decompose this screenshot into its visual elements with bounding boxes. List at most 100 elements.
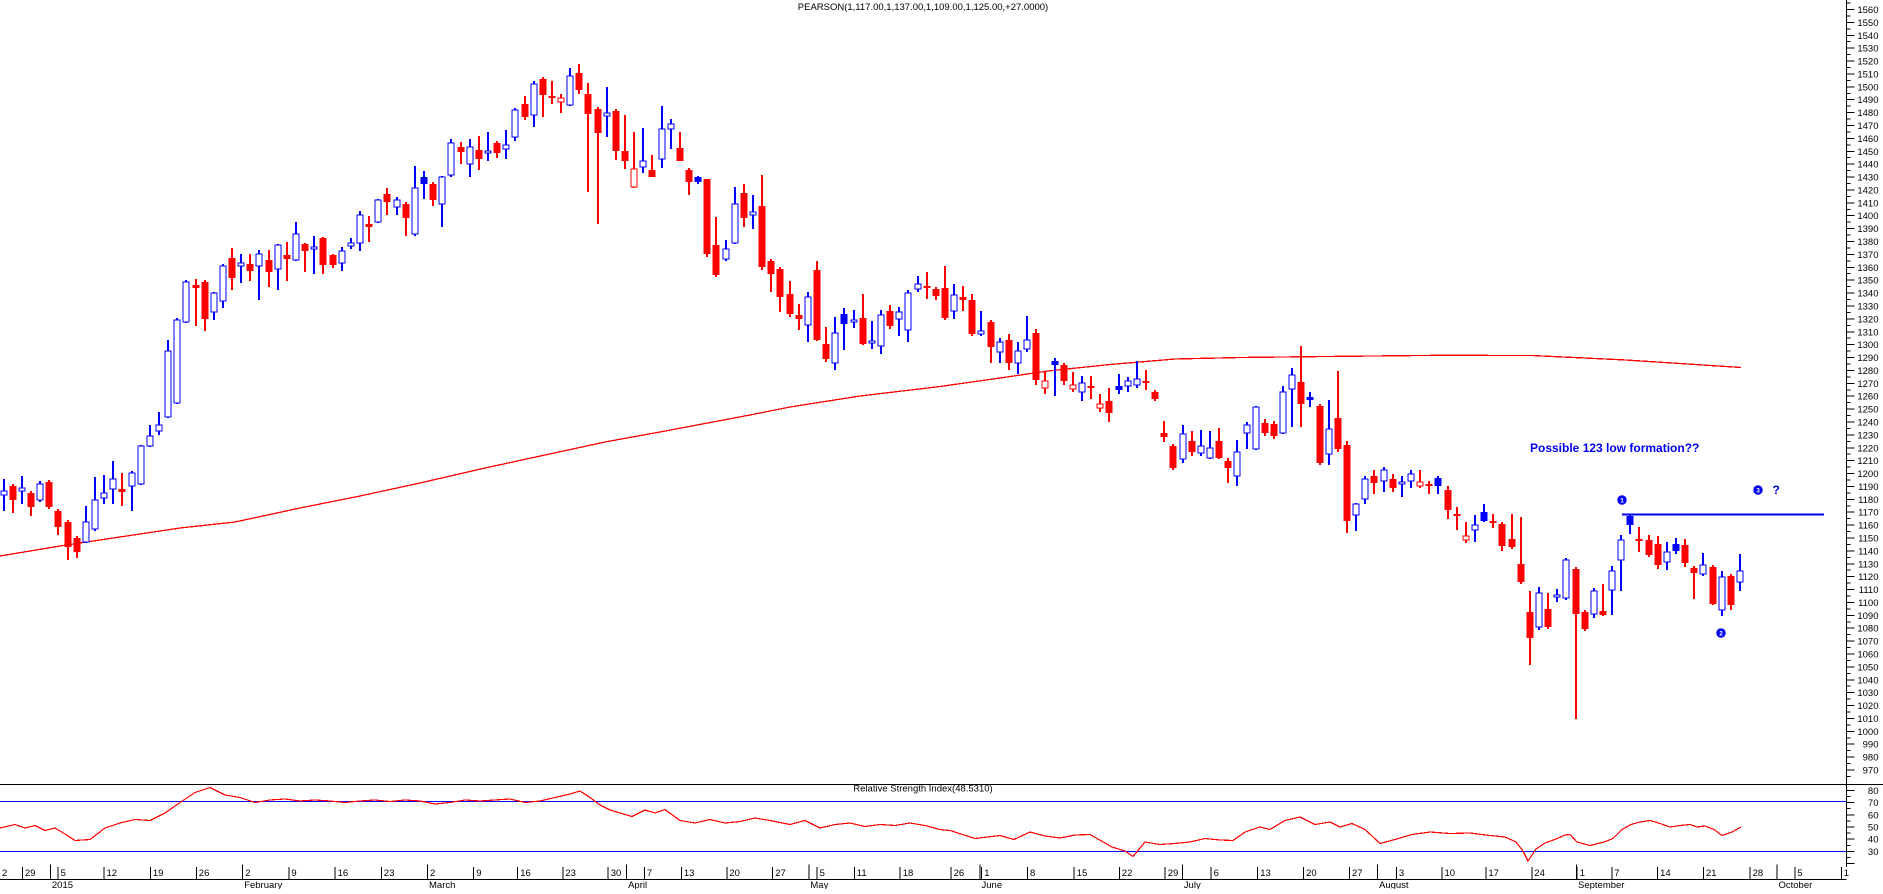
svg-text:7: 7 [647, 868, 652, 879]
svg-text:17: 17 [1488, 868, 1499, 879]
svg-text:1320: 1320 [1857, 314, 1878, 325]
svg-text:1410: 1410 [1857, 198, 1878, 209]
svg-text:1090: 1090 [1857, 611, 1878, 622]
svg-text:16: 16 [520, 868, 531, 879]
svg-text:1100: 1100 [1858, 598, 1878, 609]
svg-text:29: 29 [1168, 868, 1179, 879]
svg-text:2: 2 [1719, 630, 1723, 637]
svg-text:1: 1 [1620, 497, 1624, 504]
svg-text:23: 23 [384, 868, 395, 879]
svg-text:1250: 1250 [1857, 405, 1878, 416]
svg-text:1180: 1180 [1858, 495, 1878, 506]
svg-text:12: 12 [107, 868, 118, 879]
svg-text:5: 5 [61, 868, 66, 879]
svg-text:9: 9 [291, 868, 296, 879]
svg-text:18: 18 [903, 868, 914, 879]
svg-text:1270: 1270 [1857, 379, 1878, 390]
svg-text:2: 2 [2, 868, 7, 879]
svg-text:1300: 1300 [1857, 340, 1878, 351]
svg-text:1040: 1040 [1857, 675, 1878, 686]
svg-text:1220: 1220 [1857, 443, 1878, 454]
svg-text:1: 1 [984, 868, 989, 879]
svg-text:1010: 1010 [1857, 714, 1878, 725]
svg-text:60: 60 [1868, 810, 1879, 821]
svg-text:29: 29 [25, 868, 36, 879]
svg-text:February: February [244, 880, 282, 889]
svg-text:28: 28 [1753, 868, 1764, 879]
svg-text:1020: 1020 [1857, 701, 1878, 712]
svg-text:1070: 1070 [1857, 637, 1878, 648]
svg-text:5: 5 [1797, 868, 1802, 879]
svg-text:1540: 1540 [1857, 31, 1878, 42]
svg-text:1280: 1280 [1857, 366, 1878, 377]
svg-text:3: 3 [1399, 868, 1404, 879]
svg-text:27: 27 [1352, 868, 1363, 879]
svg-text:1420: 1420 [1857, 185, 1878, 196]
svg-text:1440: 1440 [1857, 160, 1878, 171]
svg-text:August: August [1379, 880, 1409, 889]
svg-text:PEARSON(1,117.00,1,137.00,1,10: PEARSON(1,117.00,1,137.00,1,109.00,1,125… [798, 2, 1048, 13]
svg-text:1500: 1500 [1857, 82, 1878, 93]
svg-text:1240: 1240 [1857, 417, 1878, 428]
svg-text:70: 70 [1868, 798, 1879, 809]
svg-text:50: 50 [1868, 823, 1879, 834]
svg-text:1210: 1210 [1857, 456, 1878, 467]
svg-text:1450: 1450 [1857, 147, 1878, 158]
svg-text:1230: 1230 [1857, 430, 1878, 441]
svg-text:5: 5 [820, 868, 825, 879]
svg-text:2: 2 [245, 868, 250, 879]
svg-text:June: June [982, 880, 1003, 889]
svg-text:1: 1 [1844, 868, 1849, 879]
svg-text:1160: 1160 [1858, 521, 1878, 532]
svg-text:1260: 1260 [1857, 392, 1878, 403]
svg-text:1490: 1490 [1857, 95, 1878, 106]
svg-text:1000: 1000 [1857, 727, 1878, 738]
svg-text:1430: 1430 [1857, 173, 1878, 184]
svg-text:1360: 1360 [1857, 263, 1878, 274]
svg-text:1480: 1480 [1857, 108, 1878, 119]
svg-text:1190: 1190 [1858, 482, 1878, 493]
svg-text:1340: 1340 [1857, 289, 1878, 300]
svg-text:21: 21 [1706, 868, 1717, 879]
svg-text:1550: 1550 [1857, 18, 1878, 29]
svg-text:1200: 1200 [1857, 469, 1878, 480]
svg-text:14: 14 [1660, 868, 1671, 879]
svg-text:October: October [1779, 880, 1813, 889]
svg-text:1530: 1530 [1857, 44, 1878, 55]
svg-text:30: 30 [611, 868, 622, 879]
svg-text:1080: 1080 [1857, 624, 1878, 635]
svg-text:26: 26 [199, 868, 210, 879]
svg-text:May: May [810, 880, 828, 889]
svg-text:30: 30 [1868, 847, 1879, 858]
svg-text:13: 13 [684, 868, 695, 879]
svg-text:1150: 1150 [1858, 533, 1878, 544]
svg-text:1170: 1170 [1858, 508, 1878, 519]
svg-text:8: 8 [1030, 868, 1035, 879]
svg-text:1330: 1330 [1857, 301, 1878, 312]
svg-text:March: March [429, 880, 455, 889]
svg-text:15: 15 [1077, 868, 1088, 879]
svg-text:3: 3 [1756, 487, 1760, 494]
svg-text:2: 2 [430, 868, 435, 879]
svg-text:9: 9 [476, 868, 481, 879]
svg-text:?: ? [1773, 483, 1780, 497]
svg-text:23: 23 [565, 868, 576, 879]
svg-text:1110: 1110 [1859, 585, 1879, 596]
svg-text:September: September [1578, 880, 1624, 889]
svg-text:6: 6 [1214, 868, 1219, 879]
svg-text:16: 16 [338, 868, 349, 879]
svg-text:1510: 1510 [1857, 69, 1878, 80]
svg-text:19: 19 [153, 868, 164, 879]
svg-text:1470: 1470 [1857, 121, 1878, 132]
svg-text:7: 7 [1614, 868, 1619, 879]
svg-text:1370: 1370 [1857, 250, 1878, 261]
svg-text:1130: 1130 [1858, 559, 1878, 570]
svg-text:Possible 123 low formation??: Possible 123 low formation?? [1530, 441, 1699, 455]
svg-text:2015: 2015 [52, 880, 73, 889]
svg-text:1290: 1290 [1857, 353, 1878, 364]
svg-text:1060: 1060 [1857, 650, 1878, 661]
svg-text:April: April [628, 880, 647, 889]
svg-text:20: 20 [1306, 868, 1317, 879]
svg-text:1030: 1030 [1857, 688, 1878, 699]
svg-text:40: 40 [1868, 835, 1879, 846]
